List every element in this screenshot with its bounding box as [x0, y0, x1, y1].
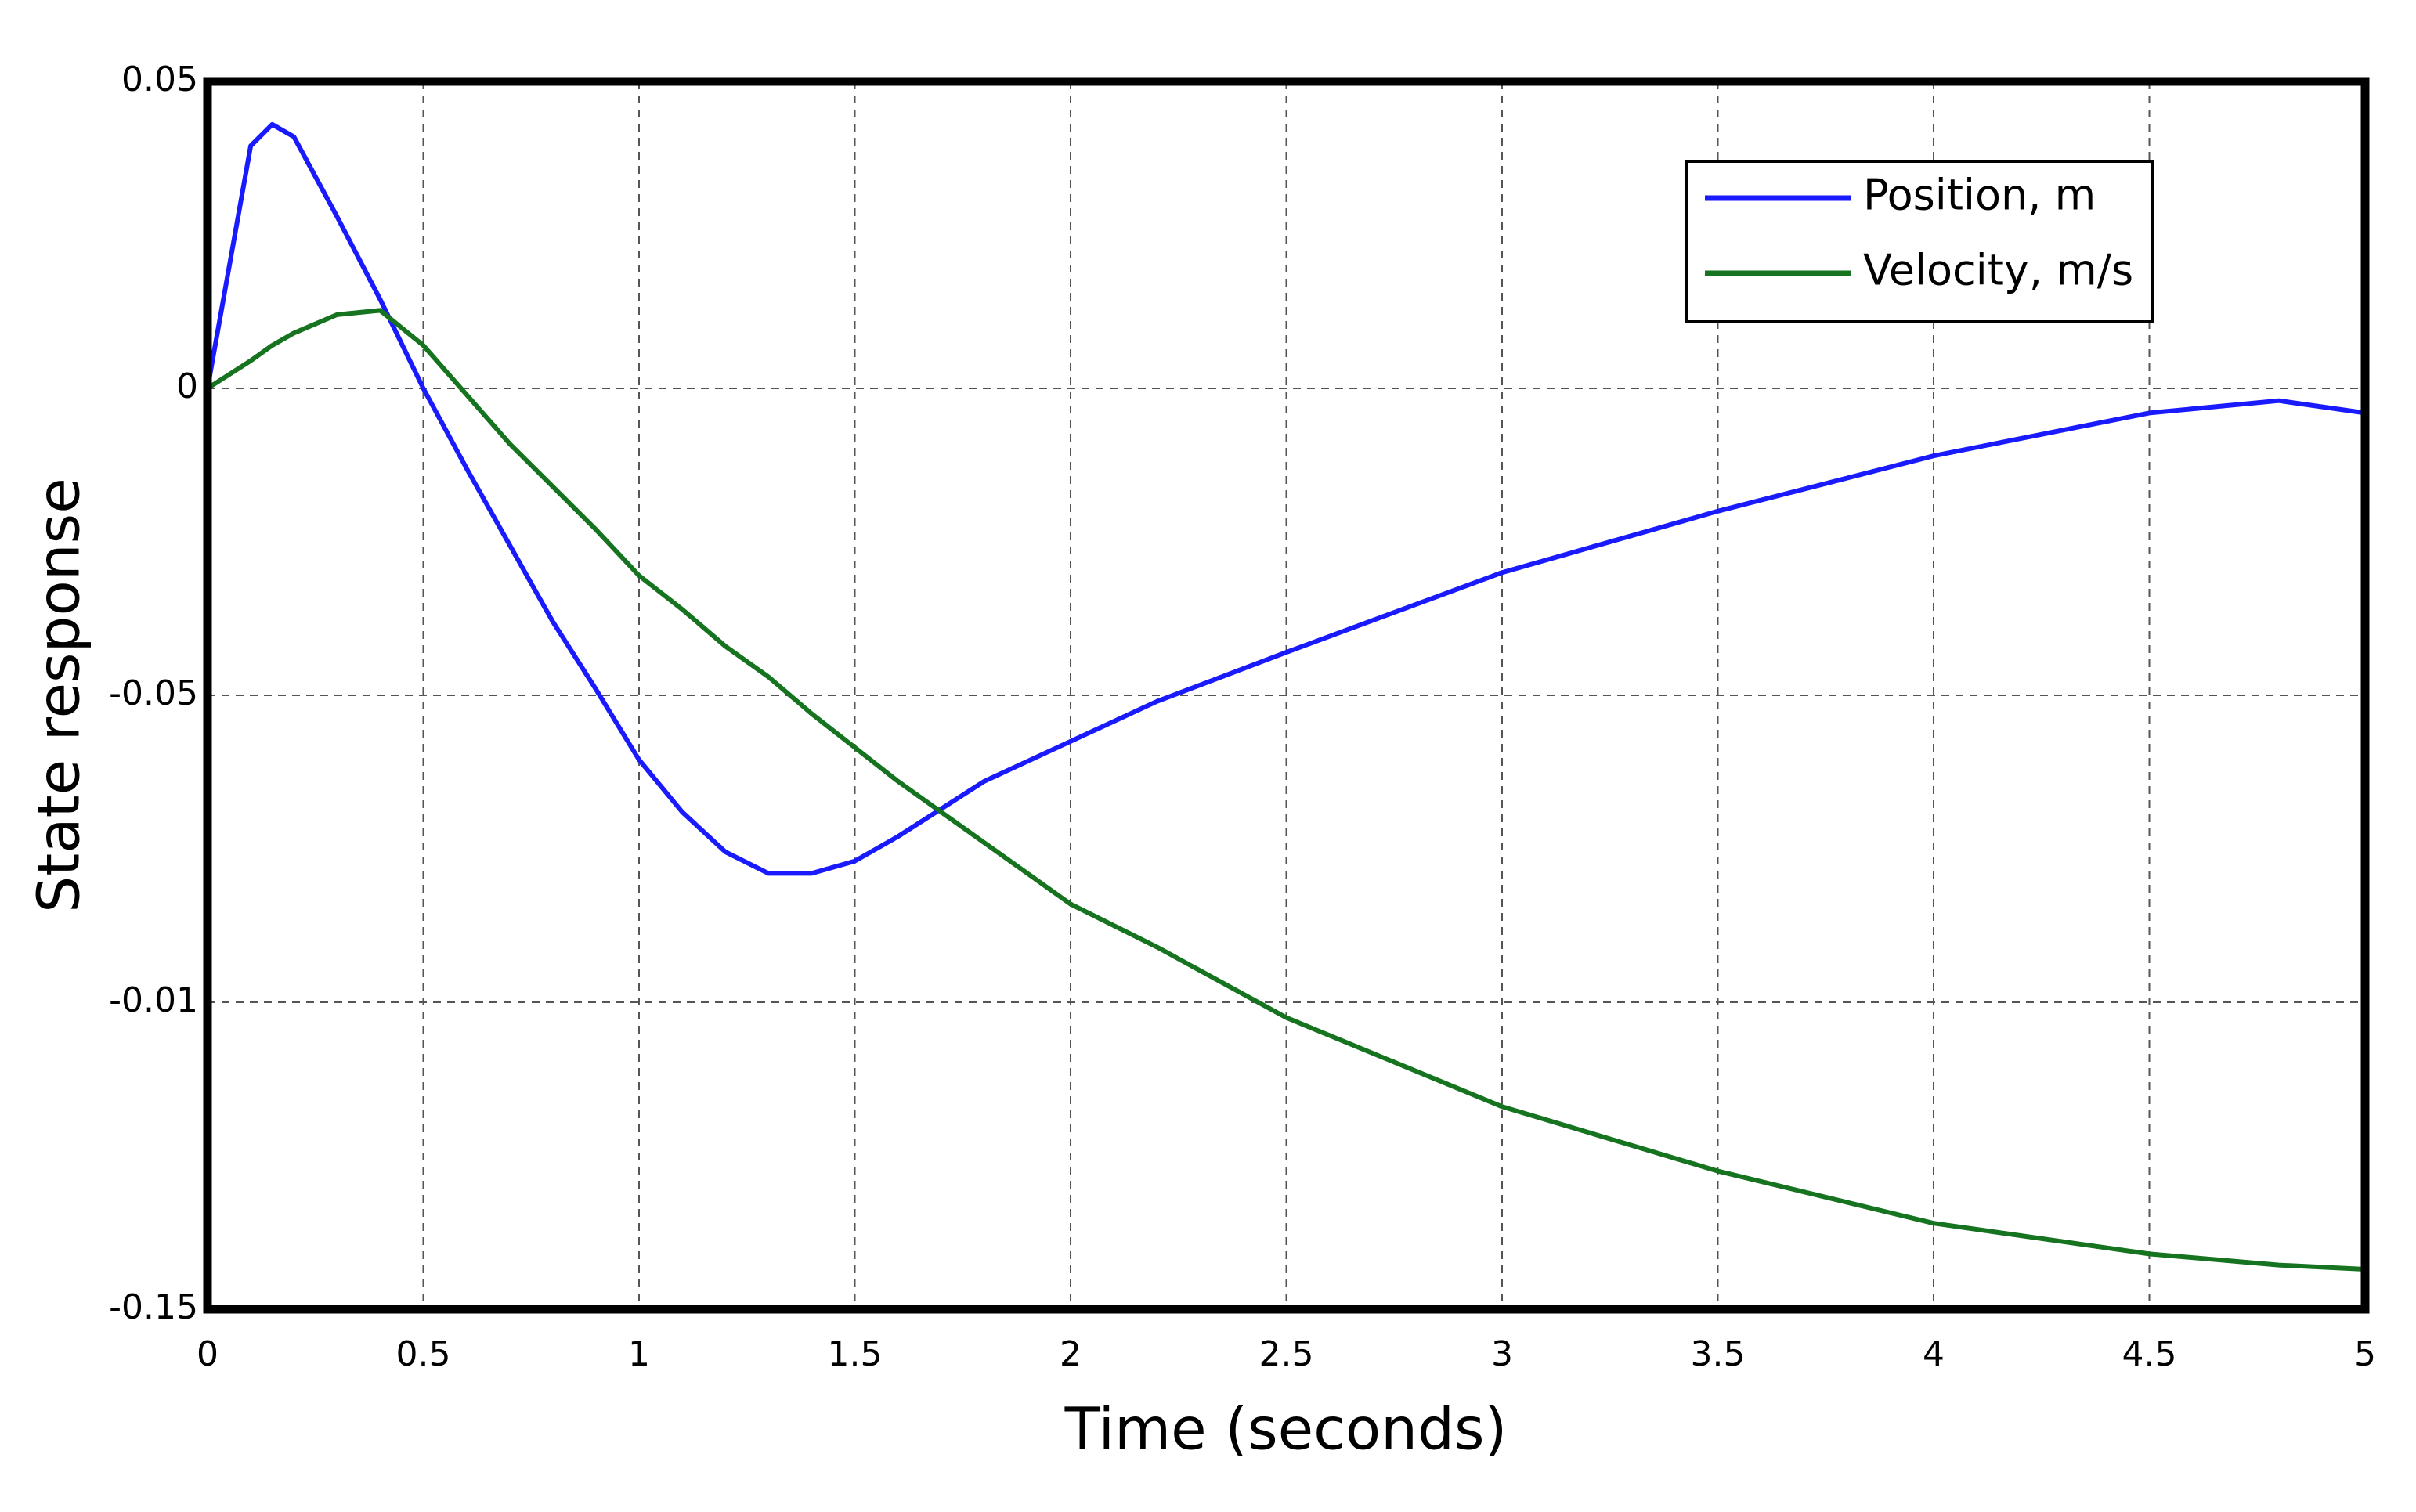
x-tick-label: 4.5	[2122, 1334, 2177, 1374]
x-tick-label: 4	[1923, 1334, 1945, 1374]
legend: Position, m Velocity, m/s	[1685, 160, 2154, 323]
x-tick-label: 3	[1491, 1334, 1513, 1374]
x-tick-label: 0	[197, 1334, 218, 1374]
y-tick-label: 0	[176, 366, 198, 406]
y-axis-label: State response	[26, 478, 93, 913]
x-tick-label: 3.5	[1691, 1334, 1746, 1374]
legend-label: Position, m	[1863, 171, 2096, 220]
x-tick-label: 1	[628, 1334, 650, 1374]
y-tick-label: -0.05	[109, 673, 198, 713]
plot-frame	[203, 77, 2370, 1314]
x-tick-label: 2.5	[1259, 1334, 1314, 1374]
y-tick-label: -0.01	[109, 980, 198, 1020]
x-tick-label: 1.5	[828, 1334, 883, 1374]
y-tick-label: 0.05	[121, 60, 198, 99]
y-tick-label: -0.15	[109, 1287, 198, 1327]
data-line	[205, 121, 2366, 876]
x-tick-label: 2	[1060, 1334, 1082, 1374]
x-tick-label: 5	[2354, 1334, 2376, 1374]
x-axis-label: Time (seconds)	[1064, 1396, 1508, 1463]
legend-box	[1685, 160, 2154, 323]
legend-label: Velocity, m/s	[1863, 246, 2133, 295]
data-line	[206, 308, 2366, 1272]
x-tick-label: 0.5	[396, 1334, 451, 1374]
